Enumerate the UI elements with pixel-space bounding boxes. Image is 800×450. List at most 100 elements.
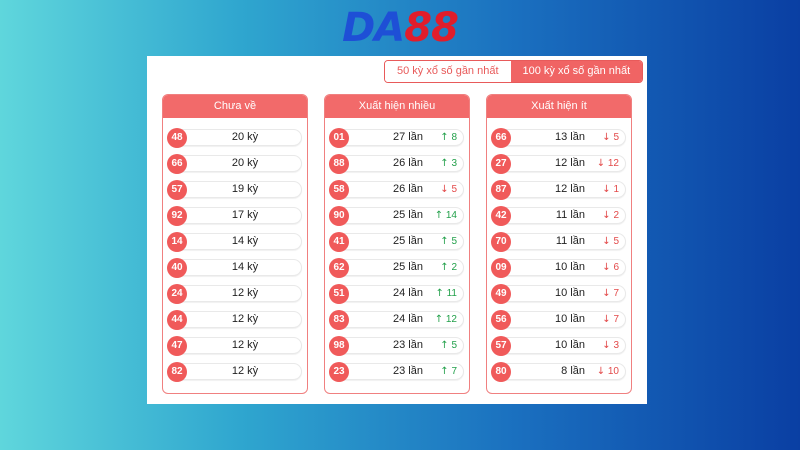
number-list: 01 27 lần ↑ 8 88 26 lần ↑ 3 58 26 lần ↓ 5 90 25 lầ… <box>325 118 469 382</box>
tab-50-draws[interactable]: 50 kỳ xổ số gần nhất <box>385 61 511 82</box>
delta-value: 6 <box>613 262 619 273</box>
number-badge: 27 <box>491 154 511 174</box>
number-badge: 88 <box>329 154 349 174</box>
count-value: 25 lần <box>393 209 423 221</box>
arrow-down-icon: ↓ <box>602 340 611 351</box>
count-value: 26 lần <box>393 157 423 169</box>
list-item: 82 12 kỳ <box>167 362 302 382</box>
list-item: 09 10 lần ↓ 6 <box>491 258 626 278</box>
delta-value: 5 <box>613 236 619 247</box>
list-item: 88 26 lần ↑ 3 <box>329 154 464 174</box>
arrow-up-icon: ↑ <box>435 288 444 299</box>
trend-delta: ↓ 2 <box>602 208 619 223</box>
stats-card: 50 kỳ xổ số gần nhất 100 kỳ xổ số gần nh… <box>147 56 647 404</box>
arrow-up-icon: ↑ <box>440 132 449 143</box>
trend-delta: ↑ 5 <box>440 338 457 353</box>
list-item: 41 25 lần ↑ 5 <box>329 232 464 252</box>
number-badge: 24 <box>167 284 187 304</box>
delta-value: 5 <box>451 236 457 247</box>
number-badge: 49 <box>491 284 511 304</box>
count-value: 14 kỳ <box>231 261 259 273</box>
list-item: 83 24 lần ↑ 12 <box>329 310 464 330</box>
list-item: 56 10 lần ↓ 7 <box>491 310 626 330</box>
column-title: Xuất hiện nhiều <box>325 95 469 118</box>
number-badge: 41 <box>329 232 349 252</box>
count-value: 23 lần <box>393 365 423 377</box>
count-value: 19 kỳ <box>231 183 259 195</box>
list-item: 44 12 kỳ <box>167 310 302 330</box>
arrow-down-icon: ↓ <box>602 262 611 273</box>
arrow-down-icon: ↓ <box>440 184 449 195</box>
delta-value: 12 <box>445 314 457 325</box>
arrow-up-icon: ↑ <box>440 158 449 169</box>
trend-delta: ↓ 7 <box>602 312 619 327</box>
trend-delta: ↓ 12 <box>597 156 619 171</box>
number-badge: 23 <box>329 362 349 382</box>
number-badge: 57 <box>491 336 511 356</box>
number-badge: 58 <box>329 180 349 200</box>
count-value: 12 lần <box>555 183 585 195</box>
logo-part-number: 88 <box>404 5 459 51</box>
trend-delta: ↑ 5 <box>440 234 457 249</box>
trend-delta: ↑ 7 <box>440 364 457 379</box>
arrow-up-icon: ↑ <box>440 236 449 247</box>
list-item: 58 26 lần ↓ 5 <box>329 180 464 200</box>
column-title: Chưa về <box>163 95 307 118</box>
trend-delta: ↑ 12 <box>435 312 457 327</box>
delta-value: 5 <box>451 340 457 351</box>
delta-value: 3 <box>613 340 619 351</box>
count-value: 11 lần <box>555 235 585 247</box>
trend-delta: ↓ 1 <box>602 182 619 197</box>
number-badge: 92 <box>167 206 187 226</box>
number-badge: 40 <box>167 258 187 278</box>
column-least-frequent: Xuất hiện ít 66 13 lần ↓ 5 27 12 lần ↓ 12 87 12… <box>486 94 632 394</box>
logo-text: DA88 <box>342 4 459 52</box>
arrow-up-icon: ↑ <box>434 314 444 325</box>
number-badge: 98 <box>329 336 349 356</box>
list-item: 90 25 lần ↑ 14 <box>329 206 464 226</box>
number-badge: 70 <box>491 232 511 252</box>
number-badge: 90 <box>329 206 349 226</box>
trend-delta: ↑ 3 <box>440 156 457 171</box>
count-value: 25 lần <box>393 261 423 273</box>
delta-value: 2 <box>451 262 457 273</box>
column-title: Xuất hiện ít <box>487 95 631 118</box>
delta-value: 7 <box>613 314 619 325</box>
delta-value: 11 <box>446 288 457 299</box>
list-item: 49 10 lần ↓ 7 <box>491 284 626 304</box>
list-item: 87 12 lần ↓ 1 <box>491 180 626 200</box>
delta-value: 10 <box>607 366 619 377</box>
count-value: 10 lần <box>555 313 585 325</box>
count-value: 12 kỳ <box>231 365 259 377</box>
tab-100-draws[interactable]: 100 kỳ xổ số gần nhất <box>510 61 643 82</box>
arrow-down-icon: ↓ <box>602 288 611 299</box>
count-value: 10 lần <box>555 287 585 299</box>
list-item: 47 12 kỳ <box>167 336 302 356</box>
number-badge: 56 <box>491 310 511 330</box>
arrow-up-icon: ↑ <box>434 210 444 221</box>
list-item: 14 14 kỳ <box>167 232 302 252</box>
count-value: 20 kỳ <box>231 131 259 143</box>
delta-value: 12 <box>607 158 619 169</box>
count-value: 24 lần <box>393 287 423 299</box>
delta-value: 8 <box>451 132 457 143</box>
list-item: 01 27 lần ↑ 8 <box>329 128 464 148</box>
list-item: 98 23 lần ↑ 5 <box>329 336 464 356</box>
number-badge: 42 <box>491 206 511 226</box>
count-value: 10 lần <box>555 339 585 351</box>
arrow-down-icon: ↓ <box>596 158 606 169</box>
count-value: 8 lần <box>561 365 585 377</box>
list-item: 42 11 lần ↓ 2 <box>491 206 626 226</box>
number-badge: 01 <box>329 128 349 148</box>
number-list: 48 20 kỳ 66 20 kỳ 57 19 kỳ 92 17 kỳ 14 14 kỳ 40 14 … <box>163 118 307 382</box>
trend-delta: ↓ 5 <box>602 234 619 249</box>
number-badge: 62 <box>329 258 349 278</box>
count-value: 26 lần <box>393 183 423 195</box>
arrow-up-icon: ↑ <box>440 262 449 273</box>
delta-value: 7 <box>613 288 619 299</box>
number-badge: 44 <box>167 310 187 330</box>
logo-part-da: DA <box>342 5 405 51</box>
column-most-frequent: Xuất hiện nhiều 01 27 lần ↑ 8 88 26 lần ↑ 3 58… <box>324 94 470 394</box>
arrow-down-icon: ↓ <box>602 314 611 325</box>
count-value: 14 kỳ <box>231 235 259 247</box>
